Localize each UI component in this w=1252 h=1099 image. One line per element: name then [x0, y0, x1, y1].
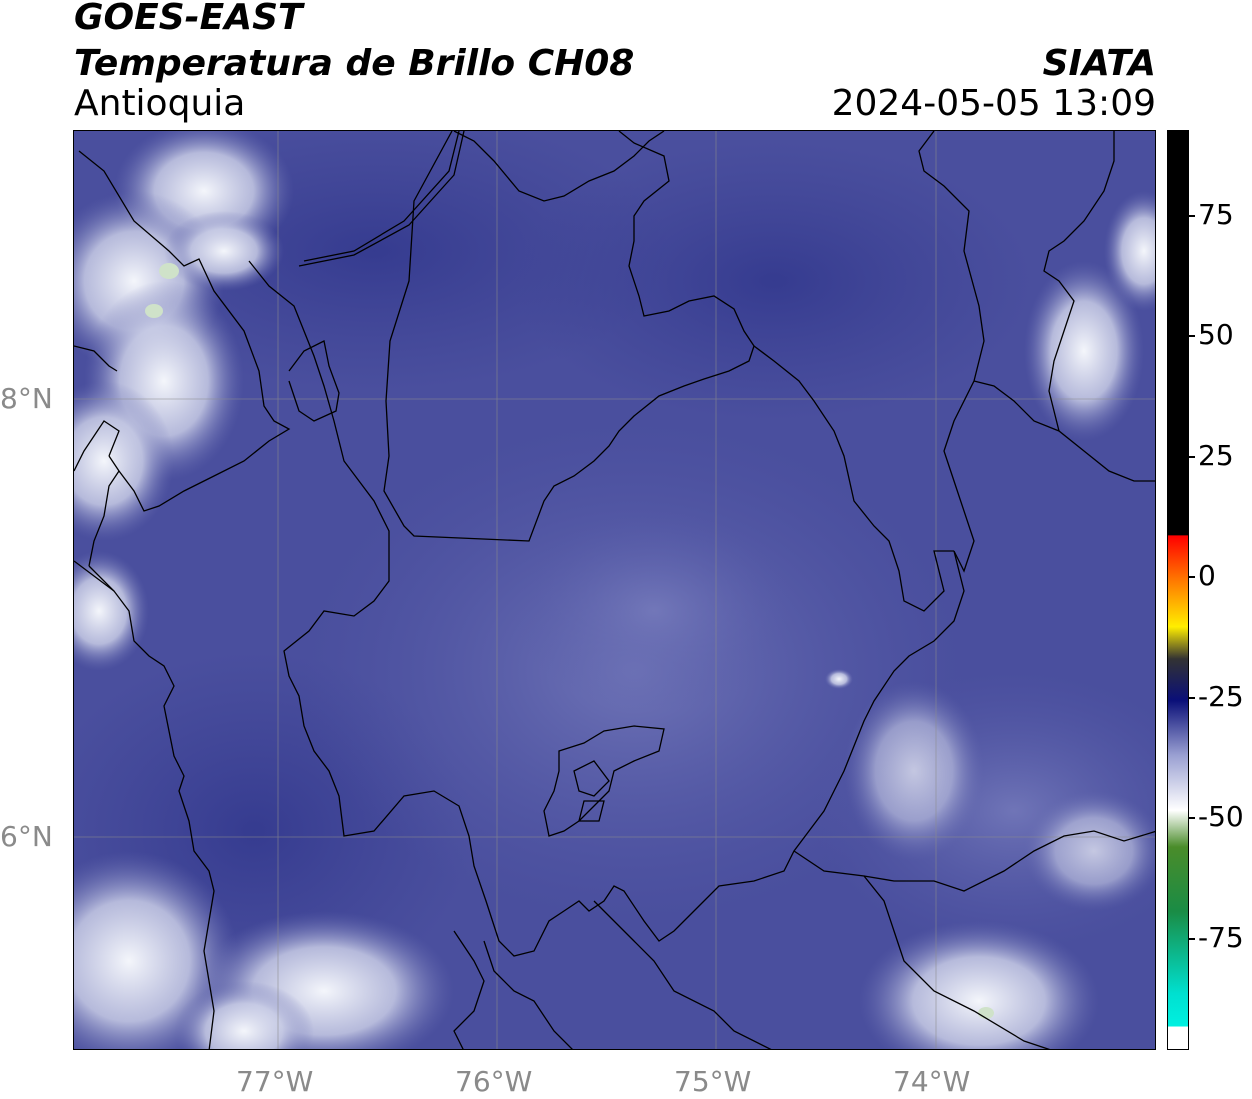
colorbar-tick	[1189, 697, 1195, 699]
product-title: Temperatura de Brillo CH08	[74, 43, 635, 84]
cool-region	[514, 511, 794, 711]
region-label: Antioquia	[74, 83, 246, 124]
colorbar-label: 0	[1198, 559, 1216, 592]
colorbar-label: -25	[1198, 680, 1244, 713]
colorbar-tick	[1189, 576, 1195, 578]
lon-tick-label: 77°W	[236, 1065, 314, 1098]
cloud-cluster-east	[825, 191, 1155, 689]
lon-tick-label: 75°W	[674, 1065, 752, 1098]
colorbar-label: 25	[1198, 439, 1234, 472]
lon-tick-label: 76°W	[455, 1065, 533, 1098]
administrative-boundaries	[74, 131, 1155, 1049]
lat-tick-label: 6°N	[0, 820, 53, 853]
colorbar-tick	[1189, 817, 1195, 819]
lat-tick-label: 8°N	[0, 382, 53, 415]
lon-tick-label: 74°W	[893, 1065, 971, 1098]
warm-region	[514, 141, 1034, 421]
colorbar-tick	[1189, 335, 1195, 337]
colorbar-tick	[1189, 938, 1195, 940]
map-canvas	[74, 131, 1155, 1049]
colorbar-tick	[1189, 215, 1195, 217]
satellite-map[interactable]	[73, 130, 1156, 1050]
colorbar	[1167, 130, 1189, 1050]
colorbar-label: 50	[1198, 318, 1234, 351]
colorbar-label: 75	[1198, 198, 1234, 231]
cloud-cluster-northwest	[74, 131, 294, 671]
colorbar-label: -75	[1198, 921, 1244, 954]
colorbar-label: -50	[1198, 800, 1244, 833]
colorbar-tick	[1189, 456, 1195, 458]
cloud-cluster-southwest	[74, 851, 454, 1049]
gridlines	[74, 131, 1155, 1049]
organization-label: SIATA	[1042, 43, 1156, 84]
cloud-cluster-southeast	[844, 681, 1155, 1049]
datetime-label: 2024-05-05 13:09	[831, 83, 1156, 124]
satellite-title: GOES-EAST	[74, 0, 303, 38]
